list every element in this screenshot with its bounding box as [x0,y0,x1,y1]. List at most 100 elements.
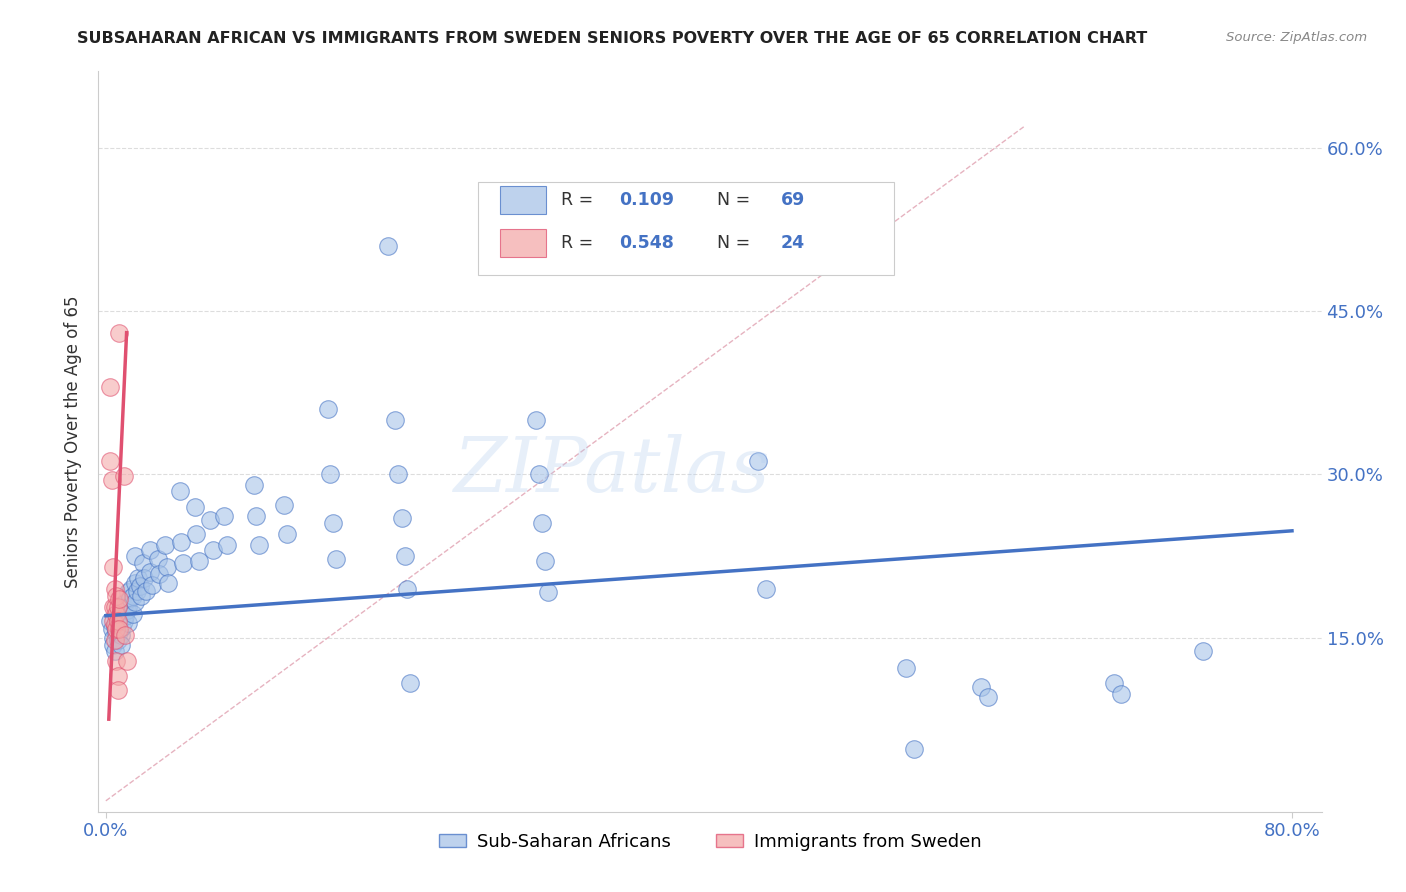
Point [1102,676,1125,690]
Point [201,543,224,558]
FancyBboxPatch shape [478,183,894,275]
Point [139,543,162,558]
Point [117,616,139,631]
Point [747,454,769,468]
Point [755,582,778,596]
Point [132,557,155,571]
Point [245,508,267,523]
Text: N =: N = [717,191,762,210]
Point [112,600,135,615]
Point [273,498,295,512]
Point [103,631,125,645]
Point [153,538,176,552]
Point [157,576,180,591]
Legend: Sub-Saharan Africans, Immigrants from Sweden: Sub-Saharan Africans, Immigrants from Sw… [432,826,988,858]
Point [104,643,127,657]
Point [115,603,138,617]
Point [107,600,129,615]
Point [111,603,134,617]
Point [114,628,136,642]
Point [391,510,413,524]
Point [387,467,409,482]
Point [103,614,125,628]
Point [104,619,127,633]
Text: 0.548: 0.548 [620,234,675,252]
Point [112,469,135,483]
Point [1111,687,1133,701]
Point [969,680,991,694]
Point [139,565,162,579]
Point [127,571,149,585]
Point [107,617,129,632]
Point [105,622,128,636]
Point [98,454,121,468]
Y-axis label: Seniors Poverty Over the Age of 65: Seniors Poverty Over the Age of 65 [65,295,83,588]
Point [124,549,146,563]
Point [322,516,344,531]
Point [117,600,139,615]
Point [398,676,420,690]
Point [110,611,132,625]
Point [108,326,131,340]
Point [169,483,191,498]
Point [108,592,131,607]
Point [135,583,157,598]
Point [98,380,121,394]
Point [319,467,342,482]
Point [247,538,270,552]
Point [118,591,141,606]
Point [1192,643,1215,657]
Point [172,557,194,571]
Point [537,584,560,599]
Point [105,625,128,640]
Point [524,413,547,427]
Point [108,625,131,640]
Text: 0.109: 0.109 [620,191,675,210]
Point [107,614,129,628]
Text: Source: ZipAtlas.com: Source: ZipAtlas.com [1226,31,1367,45]
Point [188,554,211,568]
Point [184,500,207,514]
Point [156,559,179,574]
Point [105,607,128,621]
Point [186,527,208,541]
Point [103,559,125,574]
Point [170,534,193,549]
Point [111,619,134,633]
Point [533,554,555,568]
Point [395,582,418,596]
Point [100,622,122,636]
Point [276,527,298,541]
Point [214,508,236,523]
Point [107,668,129,682]
Point [120,582,142,596]
Point [110,638,132,652]
Point [104,632,127,647]
Point [104,600,127,615]
Text: R =: R = [561,234,605,252]
Point [114,594,136,608]
Point [114,608,136,623]
FancyBboxPatch shape [499,229,546,257]
Point [217,538,239,552]
Point [896,661,918,675]
Point [146,552,169,566]
Text: R =: R = [561,191,605,210]
Point [148,567,170,582]
Point [125,583,148,598]
Point [103,600,125,615]
Point [121,589,143,603]
Point [198,513,221,527]
Point [124,576,146,591]
Point [108,622,131,636]
Point [903,741,925,756]
Point [110,628,132,642]
Point [115,655,138,669]
Text: N =: N = [717,234,762,252]
Point [141,578,163,592]
FancyBboxPatch shape [499,186,546,214]
Point [105,589,128,603]
Point [117,584,139,599]
Text: ZIPatlas: ZIPatlas [454,434,770,508]
Point [107,682,129,697]
